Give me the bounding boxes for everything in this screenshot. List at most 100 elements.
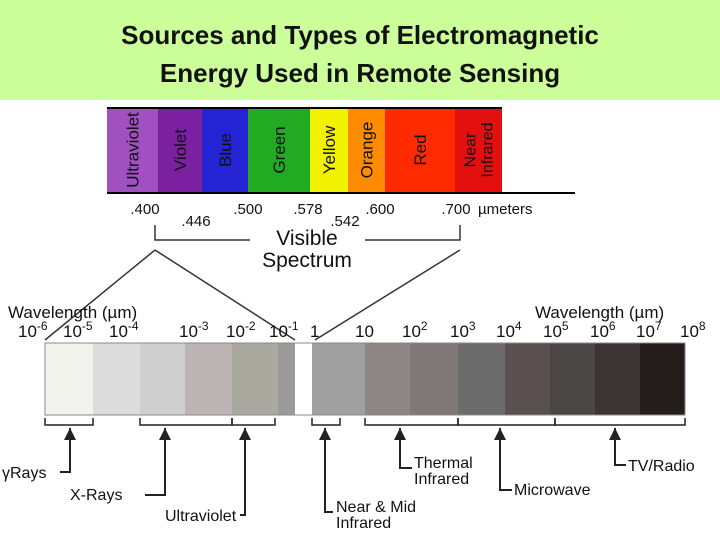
title-line: Sources and Types of Electromagnetic [121,20,599,50]
scale-label: 108 [680,319,706,341]
tick-label: .600 [365,201,394,218]
band-label: Orange [358,122,377,179]
band [455,108,502,193]
scale-label: 10-1 [269,319,299,341]
spectrum-segment [295,343,312,415]
band-label: Ultraviolet [124,112,143,188]
scale-base: 10 [179,322,198,341]
scale-power: 5 [562,319,569,333]
region-label: TV/Radio [628,458,695,475]
tick-label: .500 [233,201,262,218]
pointer [145,428,166,496]
arrow-head [394,428,406,440]
arrow-head [64,428,76,440]
region-label: γRays [2,465,46,482]
scale-label: 10-4 [109,319,139,341]
scale-power: -1 [288,319,299,333]
bracket [154,249,296,341]
arrow-head [494,428,506,440]
scale-power: -5 [82,319,93,333]
scale-label: 10-5 [63,319,93,341]
region-label: Near & Mid [336,499,416,516]
pointer [399,428,412,469]
spectrum-frame [44,342,686,416]
bracket [44,249,156,341]
arrow-head [239,428,251,440]
tick-label: .400 [130,201,159,218]
scale-label: 10-6 [18,319,48,341]
visible-label: Visible [276,227,337,250]
scale-power: -4 [128,319,139,333]
spectrum-segment [365,343,410,415]
arrow-head [159,428,171,440]
spectrum-segment [140,343,185,415]
bracket [311,418,341,426]
region-label: Ultraviolet [165,508,237,525]
spectrum-segment [278,343,295,415]
scale-power: 7 [655,319,662,333]
scale-label: 107 [636,319,662,341]
scale-base: 10 [496,322,515,341]
tick-label: .446 [181,213,210,230]
scale-power: 3 [469,319,476,333]
band [348,108,385,193]
scale-base: 10 [269,322,288,341]
region-label: Infrared [336,515,391,532]
bracket [364,418,459,426]
band-label: NearInfrared [463,122,497,177]
scale-base: 10 [590,322,609,341]
scale-base: 10 [680,322,699,341]
scale-label: 1 [310,322,319,341]
bracket [44,418,94,426]
spectrum-segment [505,343,550,415]
visible-label: Spectrum [262,249,352,272]
spectrum-segment [232,343,278,415]
scale-label: 10-3 [179,319,209,341]
tick-label: .700 [441,201,470,218]
bracket [365,225,461,241]
scale-label: 105 [543,319,569,341]
region-label: Thermal [414,455,473,472]
band-label: Blue [216,133,235,167]
band [310,108,348,193]
band [248,108,310,193]
pointer [60,428,71,473]
scale-base: 10 [109,322,128,341]
bracket [139,418,233,426]
scale-base: 10 [63,322,82,341]
spectrum-segment [93,343,140,415]
scale-base: 10 [18,322,37,341]
bracket [154,225,250,241]
scale-power: -6 [37,319,48,333]
title-line: Energy Used in Remote Sensing [160,58,560,88]
scale-power: 2 [421,319,428,333]
region-label: Infrared [414,471,469,488]
scale-base: 10 [355,322,374,341]
spectrum-segment [410,343,458,415]
scale-base: 1 [310,322,319,341]
scale-label: 103 [450,319,476,341]
band [202,108,248,193]
scale-label: 10 [355,322,374,341]
scale-power: 4 [515,319,522,333]
tick-label: .542 [330,213,359,230]
pointer [324,428,333,513]
scale-power: -3 [198,319,209,333]
scale-label: 102 [402,319,428,341]
wavelength-label: Wavelength (µm) [535,303,664,322]
pointer [614,428,626,466]
band [107,108,158,193]
spectrum-segment [312,343,365,415]
scale-label: 104 [496,319,522,341]
scale-base: 10 [450,322,469,341]
band [158,108,202,193]
spectrum-segment [595,343,640,415]
scale-base: 10 [543,322,562,341]
scale-label: 106 [590,319,616,341]
arrow-head [319,428,331,440]
scale-label: 10-2 [226,319,256,341]
scale-power: -2 [245,319,256,333]
pointer [499,428,512,491]
wavelength-label: Wavelength (µm) [8,303,137,322]
